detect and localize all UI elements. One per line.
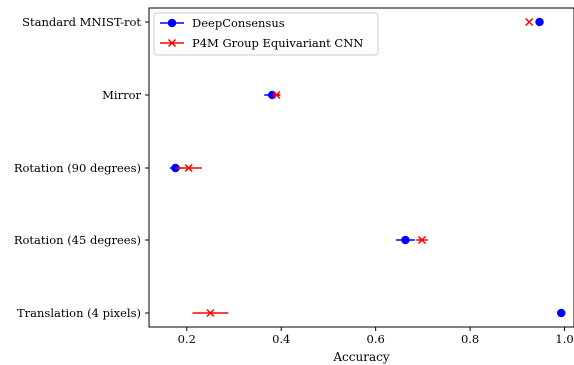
y-tick-label: Rotation (90 degrees) <box>14 161 141 175</box>
deepconsensus-point <box>557 308 566 318</box>
p4m-cnn-point <box>184 163 193 173</box>
deepconsensus-point <box>401 235 410 245</box>
x-axis-label: Accuracy <box>332 350 389 364</box>
plot-area <box>148 7 574 328</box>
deepconsensus-point <box>535 17 544 27</box>
y-tick-label: Standard MNIST-rot <box>22 15 141 29</box>
x-marker-stroke <box>525 17 534 27</box>
legend-marker-deepconsensus <box>167 18 177 28</box>
x-tick-label: 1.0 <box>555 332 573 346</box>
legend-label-p4m-cnn: P4M Group Equivariant CNN <box>192 36 363 50</box>
x-tick-label: 0.4 <box>272 332 290 346</box>
p4m-cnn-point <box>272 90 281 100</box>
p4m-cnn-point <box>206 308 215 318</box>
x-marker-stroke <box>272 90 281 100</box>
x-marker-stroke <box>184 163 193 173</box>
x-marker-stroke <box>417 235 426 245</box>
p4m-cnn-point <box>417 235 426 245</box>
y-tick-label: Translation (4 pixels) <box>17 306 141 320</box>
legend: DeepConsensus P4M Group Equivariant CNN <box>153 12 379 56</box>
legend-frame <box>153 12 379 56</box>
p4m-cnn-point <box>525 17 534 27</box>
x-tick-label: 0.2 <box>178 332 196 346</box>
y-tick-label: Mirror <box>102 88 141 102</box>
legend-marker-p4m-cnn <box>167 38 177 48</box>
y-tick-label: Rotation (45 degrees) <box>14 233 141 247</box>
x-tick-label: 0.8 <box>461 332 479 346</box>
x-marker-stroke <box>206 308 215 318</box>
data-marks <box>169 17 566 318</box>
axes: 0.2 0.4 0.6 0.8 1.0 Standard MNIST-rot Mirror R… <box>14 15 574 346</box>
legend-label-deepconsensus: DeepConsensus <box>192 16 285 30</box>
x-marker-stroke <box>167 38 177 48</box>
x-tick-label: 0.6 <box>367 332 385 346</box>
